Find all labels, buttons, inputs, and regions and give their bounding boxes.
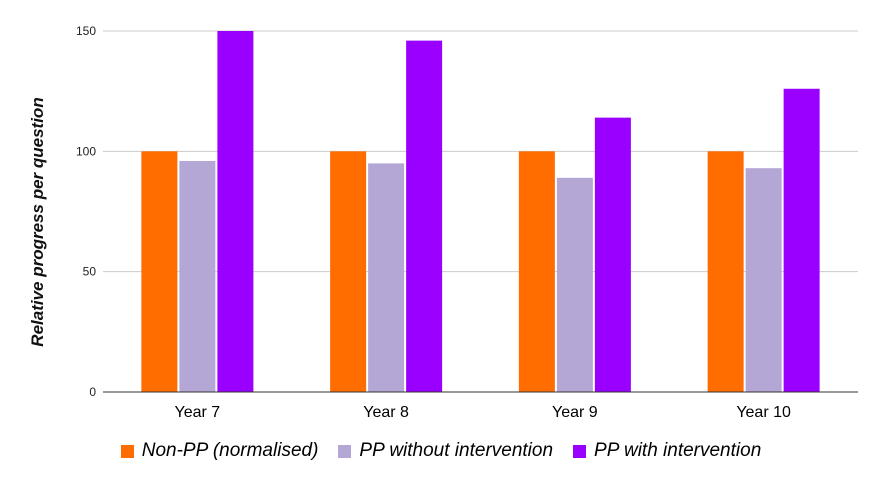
gridlines	[103, 30, 858, 273]
legend-item: PP with intervention	[573, 440, 761, 462]
bar-1-year-7	[141, 151, 178, 392]
bar-3-year-7	[217, 31, 254, 392]
bar-2-year-8	[368, 163, 405, 392]
y-tick-label: 150	[76, 24, 96, 38]
y-tick-label: 50	[83, 265, 97, 279]
legend-item: PP without intervention	[338, 440, 553, 462]
y-tick-label: 0	[89, 385, 96, 399]
y-axis-label: Relative progress per question	[28, 97, 47, 346]
legend-label: PP without intervention	[359, 440, 554, 461]
x-tick-label: Year 7	[175, 404, 221, 421]
bar-3-year-9	[594, 117, 631, 392]
bar-3-year-8	[406, 40, 443, 392]
legend-label: Non-PP (normalised)	[141, 440, 319, 461]
legend-item: Non-PP (normalised)	[120, 440, 319, 462]
legend-swatch	[338, 444, 352, 458]
x-tick-label: Year 10	[736, 404, 791, 421]
legend: Non-PP (normalised) PP without interventi…	[0, 436, 882, 466]
x-axis-ticks: Year 7 Year 8 Year 9 Year 10	[175, 404, 791, 421]
y-axis-ticks: 0 50 100 150	[76, 24, 96, 399]
bars	[141, 31, 820, 392]
legend-label: PP with intervention	[594, 440, 762, 461]
x-tick-label: Year 9	[552, 404, 598, 421]
x-tick-label: Year 8	[363, 404, 409, 421]
legend-swatch	[120, 444, 134, 458]
bar-2-year-10	[745, 168, 782, 392]
bar-1-year-9	[518, 151, 555, 392]
legend-swatch	[573, 444, 587, 458]
y-tick-label: 100	[76, 144, 96, 158]
bar-3-year-10	[783, 88, 820, 392]
bar-1-year-10	[707, 151, 744, 392]
bar-2-year-7	[179, 160, 216, 392]
bar-2-year-9	[556, 177, 593, 392]
bar-1-year-8	[330, 151, 367, 392]
